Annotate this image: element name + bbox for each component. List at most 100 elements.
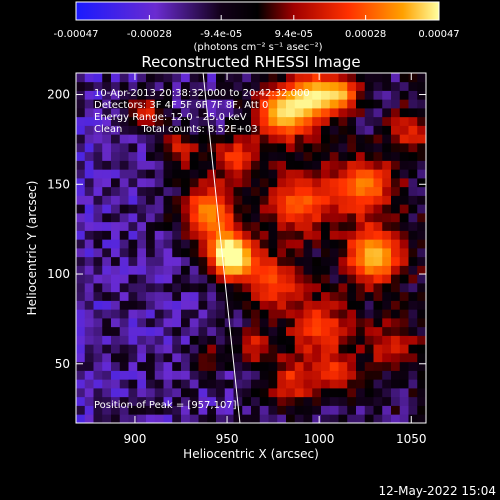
heatmap-cell xyxy=(303,186,313,196)
heatmap-cell xyxy=(338,239,348,249)
heatmap-cell xyxy=(417,108,426,118)
heatmap-cell xyxy=(181,353,191,363)
heatmap-cell xyxy=(277,169,287,179)
heatmap-cell xyxy=(233,239,243,249)
heatmap-cell xyxy=(76,396,86,406)
heatmap-cell xyxy=(417,178,426,188)
heatmap-cell xyxy=(146,396,156,406)
heatmap-cell xyxy=(268,335,278,345)
heatmap-cell xyxy=(338,318,348,328)
heatmap-cell xyxy=(207,248,217,258)
heatmap-cell xyxy=(277,151,287,161)
heatmap-cell xyxy=(321,248,331,258)
heatmap-cell xyxy=(251,143,261,153)
heatmap-cell xyxy=(111,73,121,83)
heatmap-cell xyxy=(76,125,86,135)
heatmap-cell xyxy=(286,283,296,293)
heatmap-cell xyxy=(84,151,94,161)
heatmap-cell xyxy=(364,134,374,144)
heatmap-cell xyxy=(391,81,401,91)
heatmap-cell xyxy=(163,213,173,223)
heatmap-cell xyxy=(312,151,322,161)
heatmap-cell xyxy=(356,213,366,223)
heatmap-cell xyxy=(356,169,366,179)
heatmap-cell xyxy=(259,300,269,310)
heatmap-cell xyxy=(329,388,339,398)
heatmap-cell xyxy=(207,116,217,126)
heatmap-cell xyxy=(93,213,103,223)
heatmap-cell xyxy=(303,318,313,328)
heatmap-cell xyxy=(224,204,234,214)
heatmap-cell xyxy=(356,239,366,249)
heatmap-cell xyxy=(303,81,313,91)
heatmap-cell xyxy=(93,221,103,231)
heatmap-cell xyxy=(128,361,138,371)
heatmap-cell xyxy=(76,388,86,398)
heatmap-cell xyxy=(303,291,313,301)
heatmap-cell xyxy=(347,318,357,328)
heatmap-cell xyxy=(102,90,112,100)
heatmap-cell xyxy=(312,309,322,319)
heatmap-cell xyxy=(303,274,313,284)
heatmap-cell xyxy=(137,169,147,179)
heatmap-cell xyxy=(277,370,287,380)
heatmap-cell xyxy=(207,291,217,301)
heatmap-cell xyxy=(119,265,129,275)
heatmap-cell xyxy=(163,344,173,354)
heatmap-cell xyxy=(216,221,226,231)
heatmap-cell xyxy=(408,318,418,328)
heatmap-cell xyxy=(391,300,401,310)
heatmap-cell xyxy=(417,169,426,179)
heatmap-cell xyxy=(163,370,173,380)
heatmap-cell xyxy=(408,274,418,284)
heatmap-cell xyxy=(189,326,199,336)
heatmap-cell xyxy=(364,300,374,310)
heatmap-cell xyxy=(181,99,191,109)
heatmap-cell xyxy=(233,116,243,126)
heatmap-cell xyxy=(128,414,138,423)
heatmap-cell xyxy=(119,125,129,135)
heatmap-cell xyxy=(93,125,103,135)
heatmap-cell xyxy=(163,178,173,188)
heatmap-cell xyxy=(417,353,426,363)
heatmap-cell xyxy=(417,204,426,214)
heatmap-cell xyxy=(356,125,366,135)
heatmap-cell xyxy=(259,186,269,196)
heatmap-cell xyxy=(181,256,191,266)
heatmap-cell xyxy=(303,73,313,83)
heatmap-cell xyxy=(399,283,409,293)
heatmap-cell xyxy=(312,116,322,126)
heatmap-cell xyxy=(146,318,156,328)
heatmap-cell xyxy=(189,213,199,223)
heatmap-cell xyxy=(303,239,313,249)
heatmap-cell xyxy=(198,379,208,389)
heatmap-cell xyxy=(207,134,217,144)
heatmap-cell xyxy=(303,108,313,118)
heatmap-cell xyxy=(163,248,173,258)
heatmap-cell xyxy=(224,143,234,153)
heatmap-cell xyxy=(198,344,208,354)
heatmap-cell xyxy=(408,361,418,371)
colorbar-tick-label: 9.4e-05 xyxy=(275,29,313,40)
heatmap-cell xyxy=(242,309,252,319)
heatmap-cell xyxy=(321,204,331,214)
heatmap-cell xyxy=(364,248,374,258)
heatmap-cell xyxy=(198,204,208,214)
heatmap-cell xyxy=(128,396,138,406)
heatmap-cell xyxy=(198,230,208,240)
heatmap-cell xyxy=(242,248,252,258)
heatmap-cell xyxy=(364,186,374,196)
heatmap-cell xyxy=(417,344,426,354)
heatmap-cell xyxy=(382,283,392,293)
heatmap-cell xyxy=(216,151,226,161)
heatmap-cell xyxy=(198,90,208,100)
heatmap-cell xyxy=(154,116,164,126)
heatmap-cell xyxy=(111,353,121,363)
heatmap-cell xyxy=(84,169,94,179)
heatmap-cell xyxy=(189,248,199,258)
heatmap-cell xyxy=(172,414,182,423)
heatmap-cell xyxy=(303,414,313,423)
heatmap-cell xyxy=(146,195,156,205)
heatmap-cell xyxy=(364,81,374,91)
heatmap-cell xyxy=(356,353,366,363)
